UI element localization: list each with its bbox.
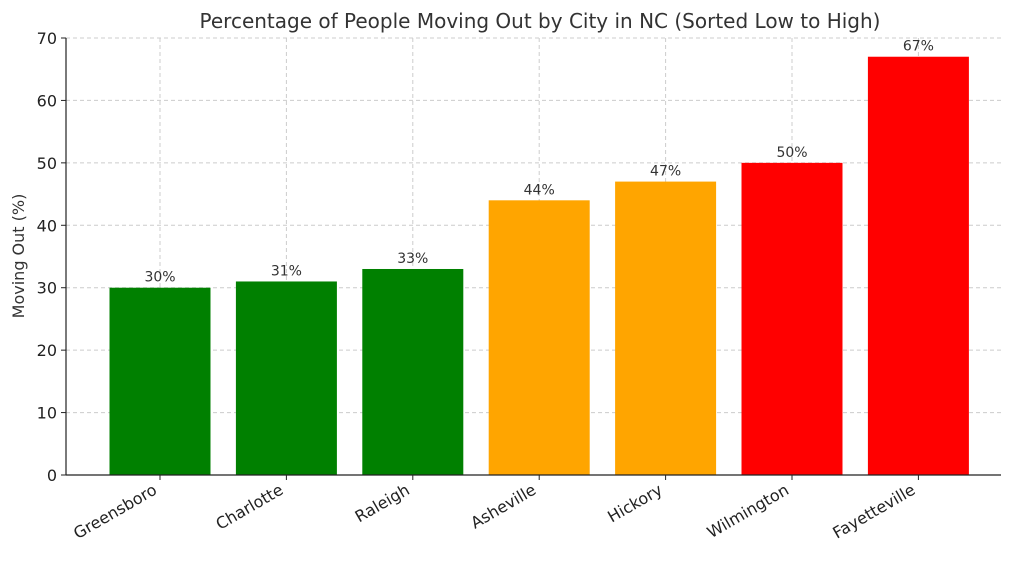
bar-wilmington [741, 162, 843, 475]
x-tick-label: Fayetteville [829, 480, 918, 542]
bar-value-label: 50% [776, 145, 807, 161]
x-tick-label: Raleigh [352, 480, 413, 526]
bar-value-label: 30% [144, 270, 175, 286]
bar-value-label: 47% [650, 164, 681, 180]
x-tick-label: Charlotte [213, 480, 287, 534]
bar-value-label: 33% [397, 251, 428, 267]
x-tick-label: Wilmington [704, 480, 792, 542]
y-axis-label: Moving Out (%) [9, 194, 28, 319]
bar-value-label: 67% [903, 39, 934, 55]
x-tick-label: Hickory [604, 480, 665, 526]
bar-value-label: 44% [524, 182, 555, 198]
bar-charlotte [235, 281, 337, 475]
y-tick-label: 20 [37, 341, 57, 360]
y-tick-label: 30 [37, 279, 57, 298]
y-tick-label: 60 [37, 91, 57, 110]
x-tick-label: Greensboro [70, 480, 160, 543]
bar-greensboro [109, 287, 211, 475]
bar-value-label: 31% [271, 263, 302, 279]
bar-asheville [488, 200, 590, 476]
y-tick-label: 40 [37, 216, 57, 235]
y-tick-label: 0 [47, 466, 57, 485]
bar-raleigh [362, 268, 464, 475]
x-tick-label: Asheville [467, 480, 539, 532]
axes-layer [61, 37, 1001, 480]
y-tick-label: 10 [37, 404, 57, 423]
bar-fayetteville [867, 56, 969, 475]
bars-layer [109, 56, 969, 476]
chart-title: Percentage of People Moving Out by City … [200, 9, 881, 33]
y-tick-label: 70 [37, 29, 57, 48]
bar-hickory [615, 181, 717, 476]
y-tick-label: 50 [37, 154, 57, 173]
